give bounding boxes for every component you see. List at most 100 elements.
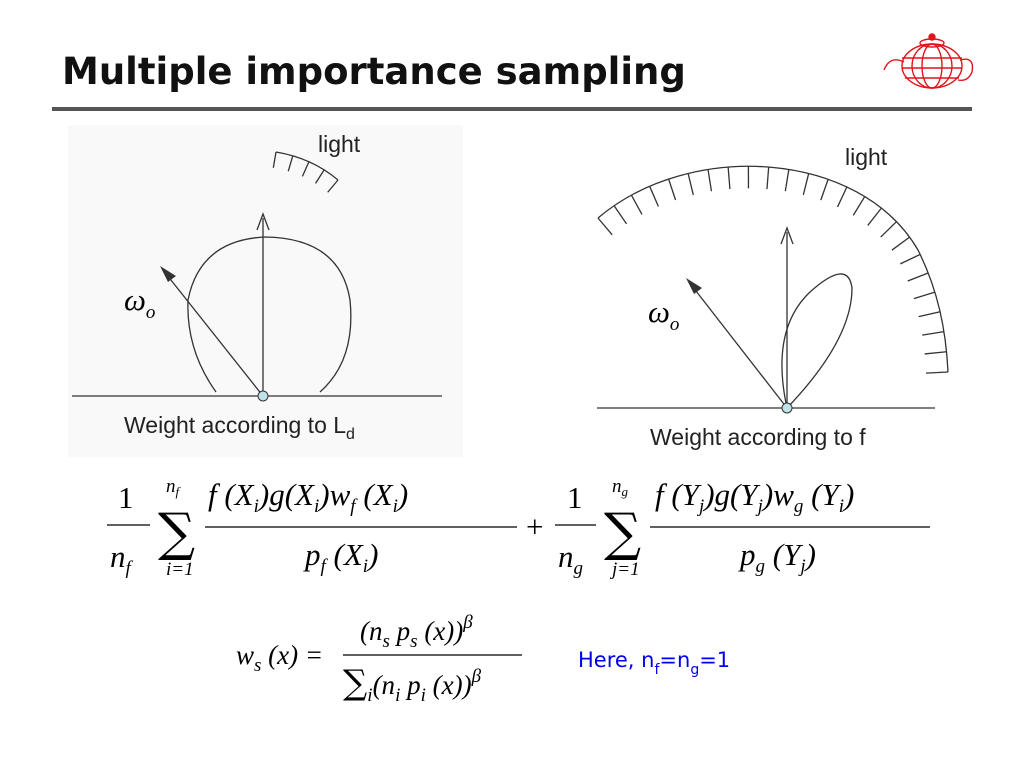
math-token: )g(X [257,477,315,512]
light-tick [687,173,694,196]
math-token: f (X [208,477,255,512]
sub: g [622,484,629,499]
math-token: j [755,496,763,517]
math-token: j [797,556,805,577]
omega: ω [124,282,146,317]
n: n [166,476,176,497]
math-token: )w [317,477,350,512]
light-tick [867,207,882,226]
math-token: ) [396,477,408,512]
math-token: s [383,631,390,652]
light-tick [272,151,277,168]
light-tick [613,205,628,225]
math-token: (x)) [426,670,472,700]
coef-denominator: ng [558,539,583,579]
omega-label: ωo [124,282,155,323]
lobe [187,236,352,393]
diagram-background [68,125,463,457]
light-tick [315,169,325,184]
light-tick [301,161,310,177]
sum-upper: ng [612,476,629,499]
math-token: p [390,616,410,646]
origin [781,402,793,414]
light-arc [597,165,949,373]
omega-sub: o [146,302,156,323]
math-token: f [321,556,329,577]
caption: Weight according to Ld [124,412,355,443]
origin [257,390,269,402]
slide-title: Multiple importance sampling [62,50,686,93]
math-token: j [696,496,704,517]
sub: f [126,558,134,579]
math-token: p [738,537,756,572]
math-token: (Y [765,537,803,572]
math-token: s [254,655,261,676]
light-tick [880,221,897,238]
math-token: f (Y [655,477,702,512]
formula-2: ws (x) = (ns ps (x))β ∑i(ni pi (x))β [236,612,522,706]
light-tick [922,331,945,336]
denominator: pf (Xi) [303,537,378,577]
light-tick [287,155,294,172]
math-token: ) [366,537,378,572]
math-token: (x)) [418,616,464,646]
sum-symbol: ∑ [158,503,195,563]
math-token: g [794,496,804,517]
math-token: i [254,496,259,517]
math-token: p [303,537,321,572]
math-token: f [654,662,660,678]
light-tick [597,217,613,236]
math-token: )g(Y [702,477,760,512]
math-token: ) [842,477,854,512]
arrow-head [686,278,702,294]
light-tick [802,173,810,196]
numerator: f (Yj)g(Yj)wg (Yi) [655,477,854,517]
light-tick [913,291,936,300]
light-tick [907,272,929,282]
sum-lower: i=1 [166,559,194,580]
omega: ω [648,294,670,329]
light-label: light [845,144,888,170]
math-token: i [363,556,368,577]
math-token: p [400,670,420,700]
coef-numerator: 1 [118,480,134,515]
light-tick [836,186,848,208]
math-token: =1 [699,648,730,672]
math-token: (n [360,616,383,646]
coef-numerator: 1 [567,480,583,515]
math-token: f [350,496,358,517]
sum-symbol: ∑ [604,503,641,563]
light-tick [918,311,941,318]
light-tick [766,167,770,190]
denominator: ∑i(ni pi (x))β [343,663,482,706]
math-token: (X [356,477,394,512]
lhs: ws (x) = [236,640,323,676]
math-token: s [410,631,417,652]
math-token: (Y [803,477,841,512]
math-token: ∑ [343,663,367,703]
light-tick [630,194,643,215]
math-token: i [421,685,426,706]
n: n [612,476,622,497]
n: n [110,539,126,574]
math-token: ) [804,537,816,572]
n: n [558,539,574,574]
math-token: (x) = [261,640,323,670]
light-tick [820,179,829,201]
omega-sub: o [670,314,680,335]
outgoing-arrow [162,269,264,397]
math-token: =n [659,648,690,672]
formula-1: 1 nf nf ∑ i=1 f (Xi)g(Xi)wf (Xi) pf (Xi)… [107,476,930,580]
arrow-head [256,212,270,231]
math-token: i [314,496,319,517]
math-token: Here, n [578,648,654,672]
light-tick [649,186,659,207]
light-tick [327,179,339,193]
light-tick [900,253,921,265]
sub: f [176,484,182,499]
light-tick [924,351,947,355]
caption-text: Weight according to L [124,412,346,438]
arrow-head [160,266,176,282]
light-tick [852,196,866,216]
